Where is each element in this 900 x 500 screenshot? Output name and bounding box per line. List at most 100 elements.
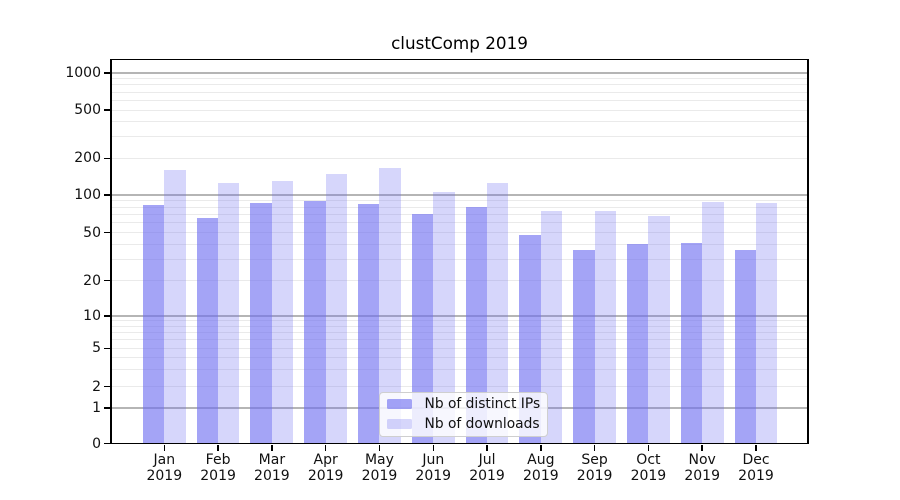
y-gridline-minor: [112, 206, 807, 208]
legend-label-downloads: Nb of downloads: [424, 416, 540, 433]
x-tick: [324, 444, 327, 451]
x-tick-year: 2019: [254, 468, 290, 484]
y-tick-label: 20: [83, 272, 101, 289]
y-gridline-minor: [112, 386, 807, 388]
y-gridline-minor: [112, 157, 807, 159]
x-tick-month: Nov: [688, 451, 716, 468]
x-tick: [217, 444, 219, 451]
y-gridline-minor: [112, 99, 807, 101]
x-tick: [647, 444, 650, 451]
y-tick: [104, 109, 111, 111]
bar-distinct-ips: [680, 243, 703, 444]
y-gridline-minor: [112, 357, 807, 359]
y-gridline-minor: [112, 222, 807, 224]
x-tick: [163, 444, 166, 451]
x-tick-label: May 2019: [347, 452, 411, 485]
bar-distinct-ips: [573, 249, 595, 444]
x-tick: [378, 444, 381, 451]
x-tick-year: 2019: [307, 468, 344, 484]
spine-right: [807, 58, 809, 445]
bar-distinct-ips: [627, 244, 649, 444]
x-tick-label: Feb 2019: [186, 452, 250, 485]
y-gridline-minor: [112, 320, 807, 322]
x-tick-label: Mar 2019: [240, 452, 304, 485]
y-gridline-major: [112, 72, 807, 74]
x-tick-label: Dec 2019: [724, 452, 788, 485]
x-tick-year: 2019: [146, 468, 183, 484]
spine-left: [110, 58, 112, 445]
x-tick-month: Mar: [258, 451, 286, 468]
y-gridline-minor: [112, 200, 807, 202]
y-tick-label: 1000: [65, 65, 101, 81]
bar-downloads: [433, 191, 455, 444]
bar-downloads: [702, 201, 724, 444]
legend-item-downloads: Nb of downloads: [380, 415, 547, 433]
bar-downloads: [540, 211, 563, 444]
x-tick-month: Feb: [205, 451, 231, 468]
y-gridline-minor: [112, 243, 807, 245]
y-tick-label: 50: [83, 224, 101, 241]
x-tick-year: 2019: [200, 468, 236, 484]
x-tick-year: 2019: [738, 468, 774, 484]
y-tick: [104, 442, 111, 445]
bar-distinct-ips: [142, 205, 165, 444]
x-tick: [701, 444, 703, 451]
x-tick-label: Sep 2019: [563, 452, 627, 485]
x-tick-label: Apr 2019: [294, 452, 358, 485]
legend-swatch-downloads: [386, 419, 412, 430]
legend-swatch-distinct-ips: [386, 399, 412, 410]
bar-distinct-ips: [465, 207, 488, 444]
bar-distinct-ips: [250, 203, 272, 444]
x-tick-month: Sep: [581, 451, 608, 468]
y-tick-label: 1: [92, 400, 101, 416]
x-tick-year: 2019: [469, 468, 505, 484]
bar-downloads: [648, 215, 670, 444]
y-tick-label: 100: [74, 187, 101, 203]
y-gridline-minor: [112, 91, 807, 93]
legend-label-distinct-ips: Nb of distinct IPs: [424, 396, 541, 413]
bar-downloads: [164, 170, 186, 444]
y-tick: [104, 347, 111, 350]
y-gridline-minor: [112, 213, 807, 215]
x-tick-year: 2019: [523, 468, 559, 484]
x-tick-label: Aug 2019: [509, 452, 573, 485]
y-gridline-minor: [112, 339, 807, 341]
bar-downloads: [379, 168, 401, 444]
x-tick-label: Jul 2019: [455, 452, 519, 485]
bar-downloads: [487, 183, 509, 444]
y-tick-label: 0: [92, 435, 101, 452]
x-tick-year: 2019: [684, 468, 720, 484]
y-tick: [104, 231, 111, 234]
x-tick-month: Jul: [478, 451, 496, 468]
y-gridline-minor: [112, 258, 807, 260]
spine-top: [110, 58, 809, 61]
y-gridline-minor: [112, 109, 807, 111]
y-gridline-minor: [112, 84, 807, 86]
x-tick-month: Oct: [636, 451, 661, 468]
y-tick: [104, 194, 111, 196]
chart-title: clustComp 2019: [391, 33, 528, 53]
y-gridline-major: [112, 194, 807, 196]
bar-downloads: [755, 203, 778, 444]
bar-distinct-ips: [734, 249, 756, 444]
x-tick-year: 2019: [576, 468, 613, 484]
spine-bottom: [110, 442, 809, 445]
y-tick: [104, 385, 111, 388]
x-tick: [540, 444, 542, 451]
y-gridline-minor: [112, 121, 807, 123]
x-tick-year: 2019: [415, 468, 452, 484]
x-tick: [486, 444, 488, 451]
y-gridline-minor: [112, 136, 807, 138]
legend: Nb of distinct IPs Nb of downloads: [379, 392, 548, 437]
x-tick-label: Oct 2019: [616, 452, 680, 485]
x-tick-label: Nov 2019: [670, 452, 734, 485]
bar-distinct-ips: [411, 214, 434, 444]
y-tick: [104, 315, 111, 317]
x-tick: [432, 444, 434, 451]
y-tick: [104, 157, 111, 160]
x-tick-year: 2019: [361, 468, 398, 484]
x-tick-month: Jun: [422, 451, 445, 468]
bar-distinct-ips: [519, 234, 541, 444]
x-tick: [593, 444, 596, 451]
